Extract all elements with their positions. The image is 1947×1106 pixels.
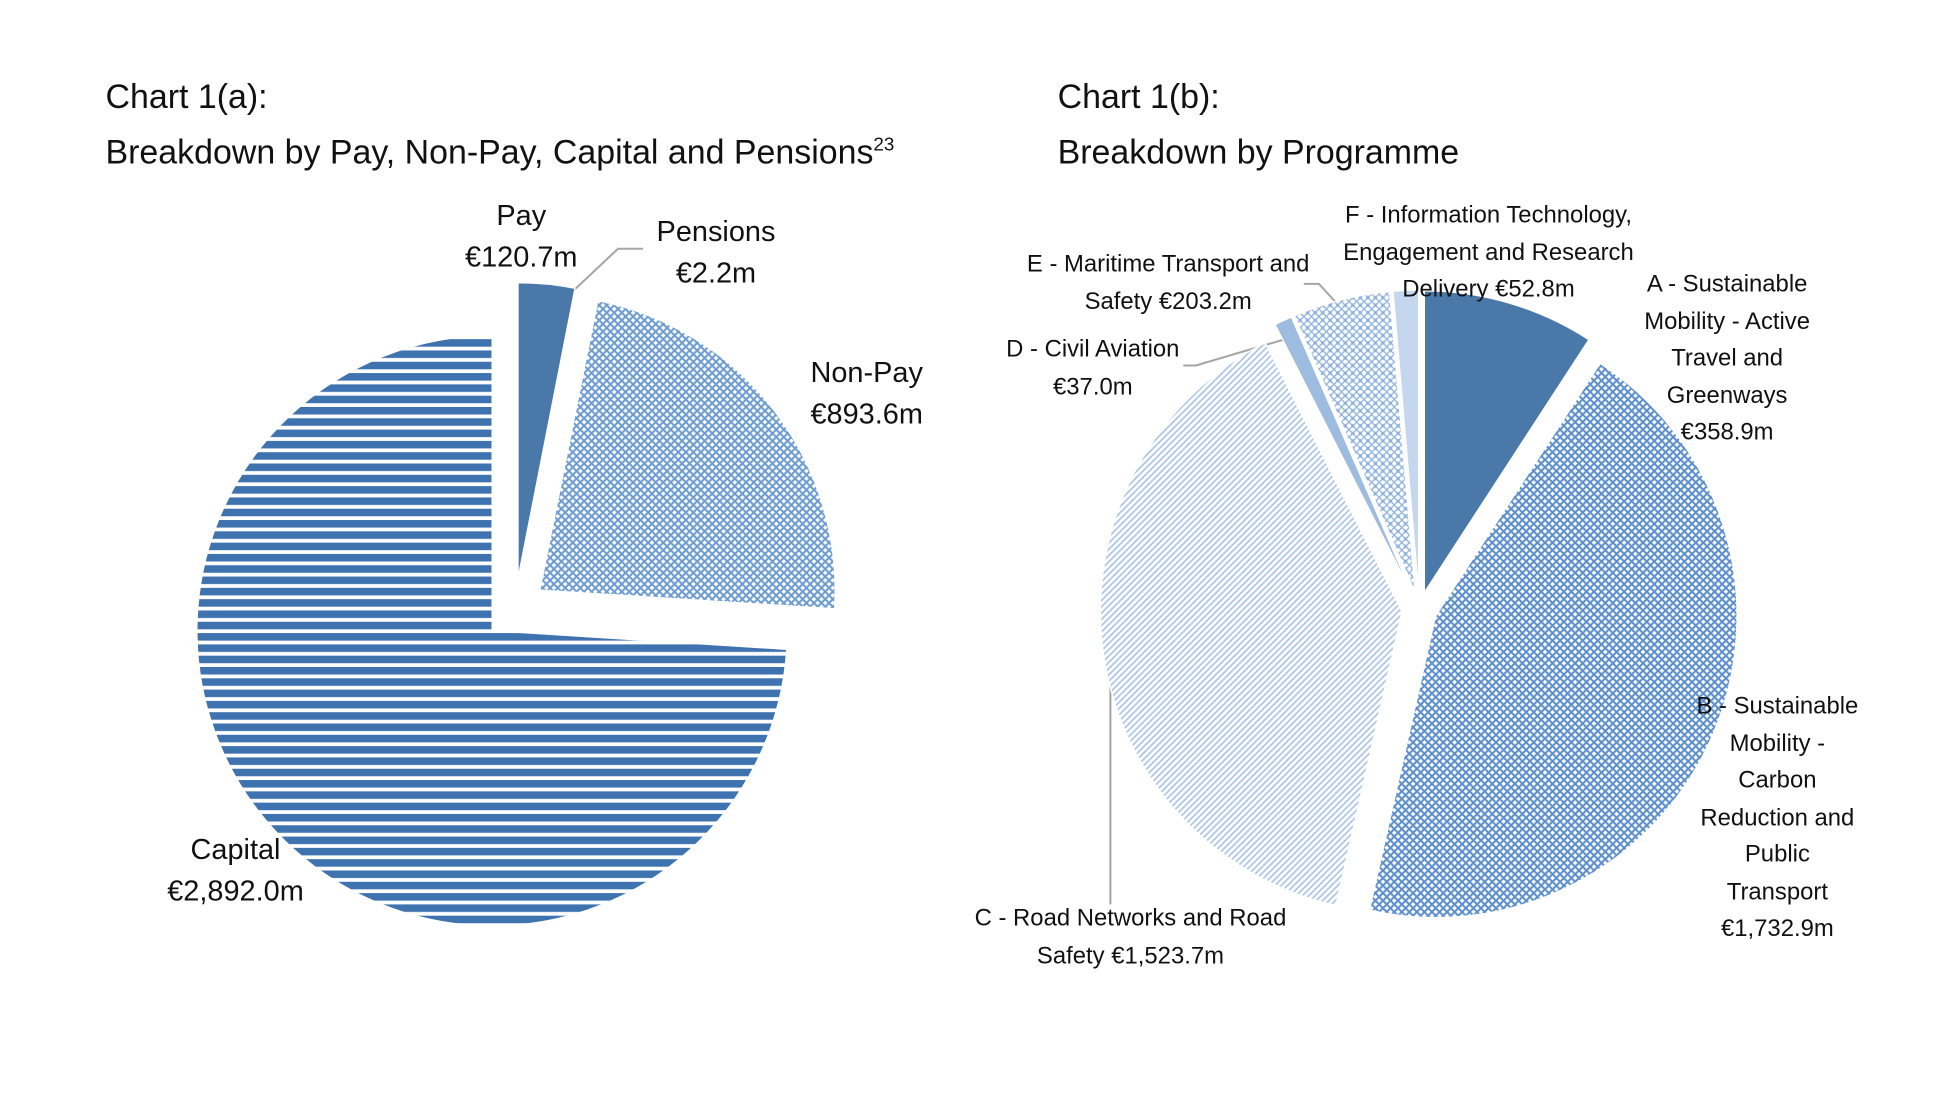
pie-slice [1274,316,1413,594]
text: C - Road Networks and Road Safety [974,905,1287,970]
data-label: Capital €2,892.0m [126,829,346,912]
text: €2,892.0m [167,874,304,907]
pie-slice [520,288,580,579]
data-label: E - Maritime Transport and Safety €203.2… [1011,246,1325,320]
text: €203.2m [1158,288,1252,315]
text: B - Sustainable Mobility - Carbon Reduct… [1696,693,1859,906]
data-label: C - Road Networks and Road Safety €1,523… [973,901,1287,975]
text: 23 [873,134,895,156]
chart-subtitle: Breakdown by Programme [1058,133,1460,172]
pie-slice [539,299,836,610]
pie-slice [517,282,576,579]
chart-title: Chart 1(b): [1058,78,1220,117]
text: €52.8m [1495,276,1575,303]
text: €37.0m [1053,373,1133,401]
chart-title: Chart 1(a): [106,78,268,117]
pie-slice [1293,291,1416,593]
text: Breakdown by Pay, Non-Pay, Capital and P… [105,133,874,171]
text: D - Civil Aviation [1006,336,1180,364]
text: Chart 1(b): [1057,77,1220,116]
data-label: D - Civil Aviation €37.0m [973,332,1212,406]
pie-slice [1368,362,1738,919]
text: Pay [496,198,547,232]
text: A - Sustainable Mobility - Active Travel… [1644,271,1811,409]
text: €120.7m [465,239,578,273]
chart-subtitle: Breakdown by Pay, Non-Pay, Capital and P… [106,133,895,172]
data-label: Pay €120.7m [433,195,609,278]
text: Non-Pay [810,355,923,389]
text: E - Maritime Transport and Safety [1026,251,1310,315]
text: Breakdown by Programme [1057,133,1460,171]
data-label: Non-Pay €893.6m [766,352,967,435]
text: €2.2m [675,256,757,289]
data-label: A - Sustainable Mobility - Active Travel… [1620,266,1834,451]
data-label: F - Information Technology, Engagement a… [1306,197,1670,308]
pie-slice [1423,290,1590,595]
leader-line [573,247,644,291]
pie-slice [1099,341,1403,907]
text: Capital [190,832,281,866]
text: Pensions [656,214,776,248]
text: €1,732.9m [1720,915,1834,943]
text: F - Information Technology, Engagement a… [1343,202,1634,303]
text: €358.9m [1680,419,1774,446]
data-label: Pensions €2.2m [615,211,816,294]
text: Chart 1(a): [105,77,268,116]
pie-slice [196,334,788,927]
pie-slice [1392,289,1420,592]
text: €893.6m [810,396,923,430]
data-label: B - Sustainable Mobility - Carbon Reduct… [1696,688,1859,947]
text: €1,523.7m [1111,942,1225,970]
